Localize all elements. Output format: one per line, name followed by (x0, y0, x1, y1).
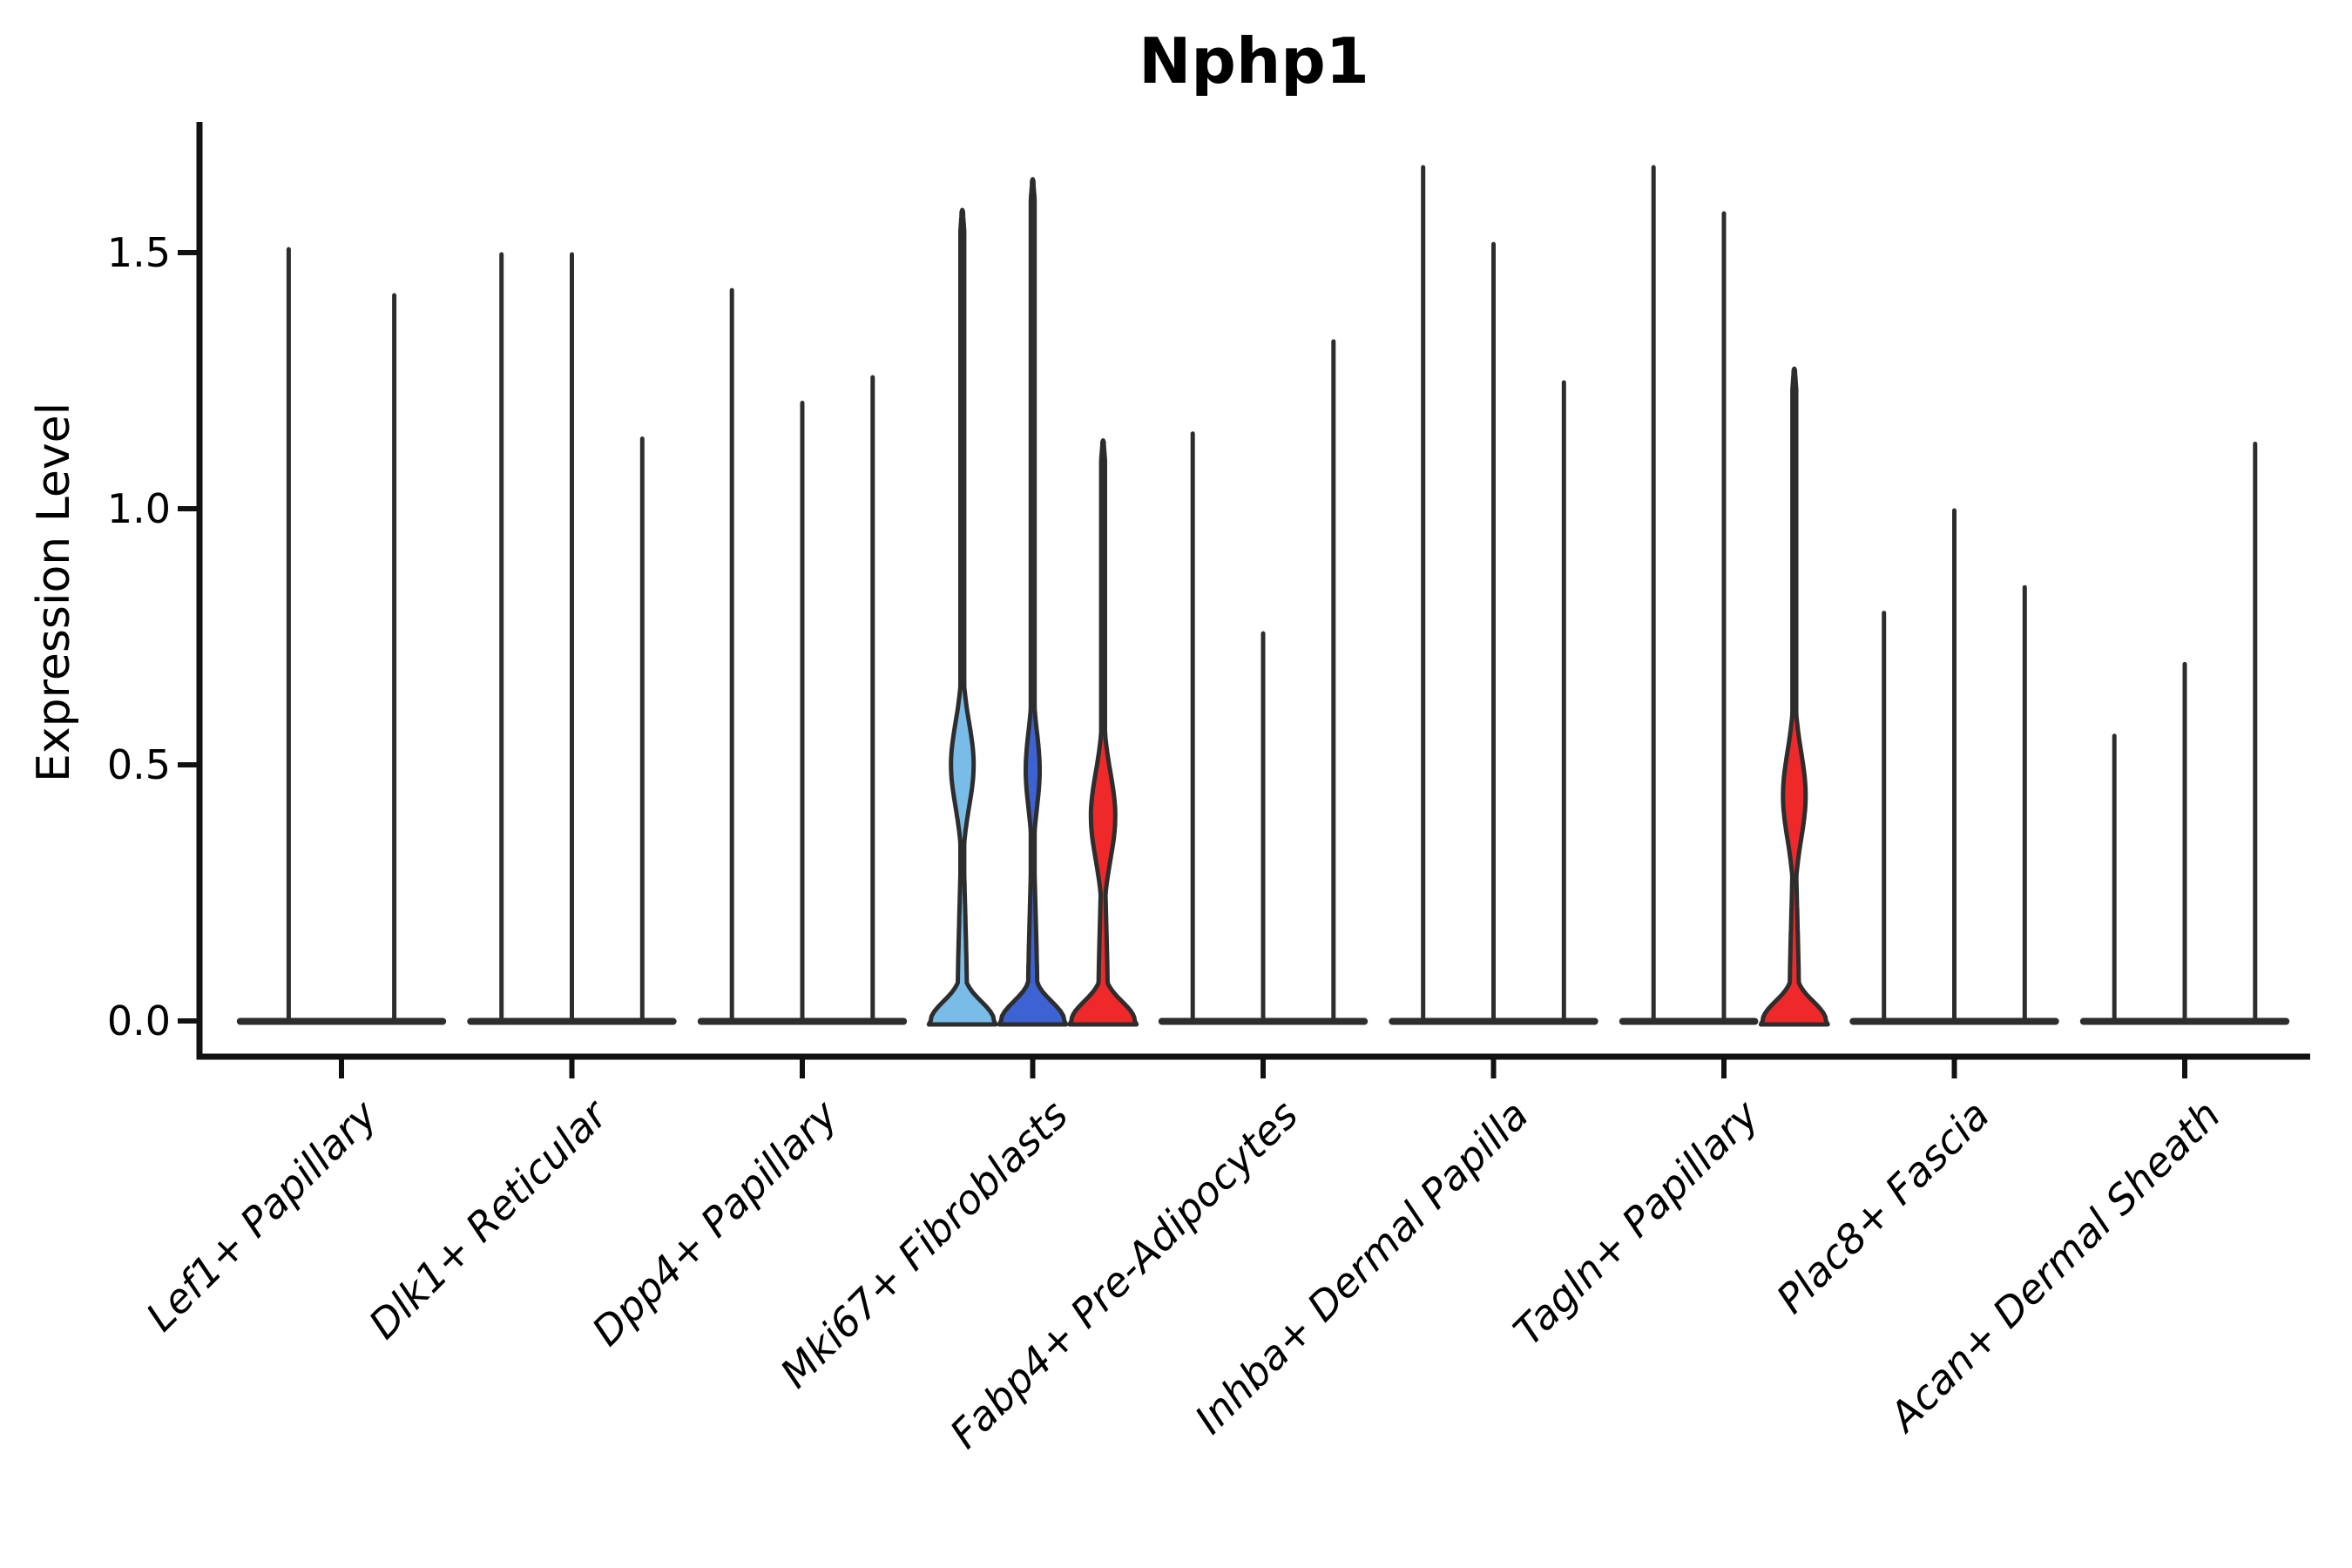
chart-title: Nphp1 (1139, 24, 1369, 98)
y-tick-label: 1.0 (106, 485, 171, 532)
y-tick-label: 0.0 (106, 997, 171, 1044)
violin-mki67-fibroblasts-2 (1067, 438, 1139, 1027)
violin-baseline (236, 1017, 447, 1025)
violin-baseline (1619, 1017, 1759, 1025)
y-tick-label: 1.5 (106, 229, 171, 276)
violin-tagln-papillary-2 (1758, 366, 1830, 1027)
violin-mki67-fibroblasts-1 (997, 177, 1069, 1027)
violin-mki67-fibroblasts-0 (926, 207, 998, 1027)
y-tick-label: 0.5 (106, 741, 171, 788)
